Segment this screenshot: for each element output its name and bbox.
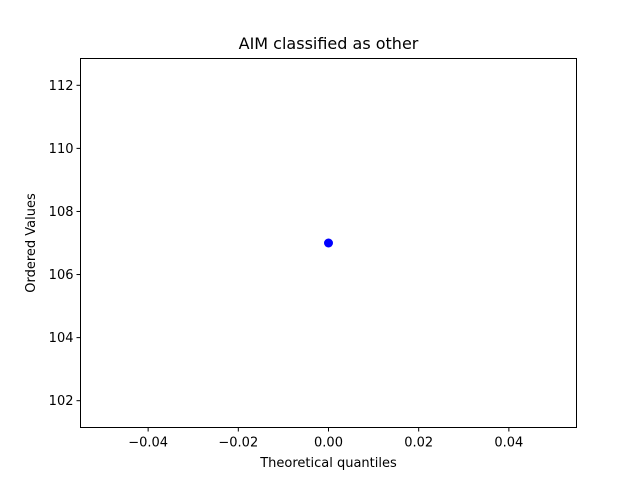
x-axis-label: Theoretical quantiles — [259, 456, 397, 471]
x-tick-label: −0.02 — [218, 436, 258, 451]
y-axis-ticks: 102 104 106 108 110 112 — [49, 79, 81, 409]
y-tick-label: 110 — [49, 142, 74, 157]
y-axis-label: Ordered Values — [24, 193, 39, 293]
x-tick-label: 0.02 — [404, 436, 433, 451]
y-tick-label: 112 — [49, 79, 74, 94]
scatter-point — [324, 238, 333, 248]
x-tick-label: 0.00 — [314, 436, 343, 451]
y-tick-label: 104 — [49, 331, 74, 346]
chart-title: AIM classified as other — [239, 34, 419, 53]
x-axis-ticks: −0.04 −0.02 0.00 0.02 0.04 — [128, 427, 523, 451]
x-tick-label: −0.04 — [128, 436, 168, 451]
plot-area-frame — [80, 58, 577, 428]
y-tick-label: 106 — [49, 268, 74, 283]
scatter-points — [324, 238, 333, 248]
x-tick-label: 0.04 — [494, 436, 523, 451]
y-tick-label: 102 — [49, 394, 74, 409]
y-tick-label: 108 — [49, 205, 74, 220]
